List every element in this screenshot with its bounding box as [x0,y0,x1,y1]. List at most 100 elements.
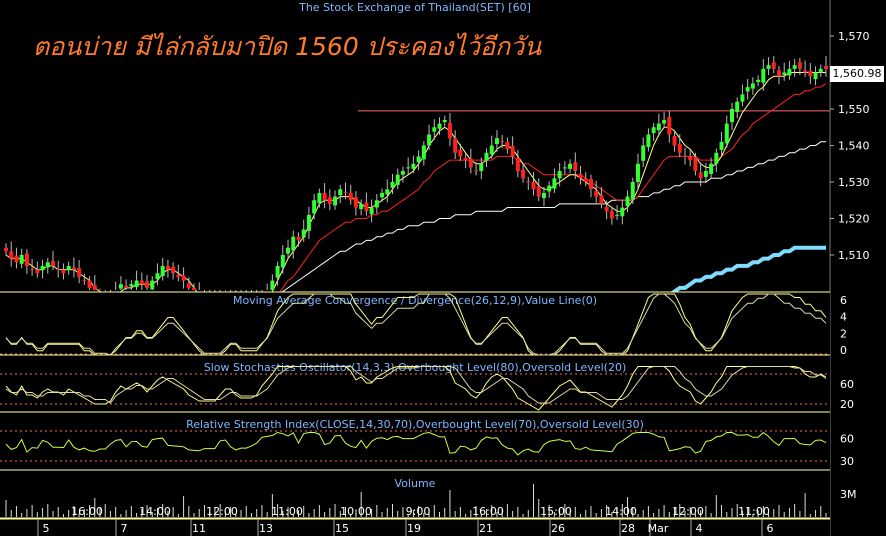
date-label: 19 [407,522,421,535]
time-label: 16:00 [71,505,103,518]
candle-body [494,138,499,145]
stoch-k-line [5,366,827,411]
rsi-tick-label: 30 [840,455,854,468]
candle-body [40,265,45,271]
candle-body [71,267,76,270]
candle-body [557,171,562,179]
candle-body [583,178,588,182]
candle-body [797,62,802,69]
date-label: 26 [551,522,565,535]
candle-body [437,123,442,129]
candle-body [750,83,755,89]
candle-body [129,284,134,287]
volume-tick-label: 3M [840,488,857,501]
candle-body [24,253,29,266]
candle-body [667,117,672,135]
candle-body [291,236,296,251]
candle-body [139,280,144,285]
candle-body [515,157,520,172]
candle-body [766,65,771,69]
candle-body [756,79,761,82]
candle-body [411,163,416,169]
macd-tick-label: 4 [840,311,847,324]
candle-body [693,157,698,172]
time-label: 15:00 [540,505,572,518]
candle-body [709,163,714,174]
candle-body [134,280,139,288]
candle-body [761,68,766,83]
candle-body [270,280,275,290]
sma-long-line [266,141,826,303]
candle-body [395,174,400,185]
macd-line [5,293,827,356]
candle-body [703,171,708,177]
candle-body [87,280,92,288]
candle-body [641,145,646,161]
candle-body [615,214,620,216]
candle-body [547,185,552,192]
candle-body [578,173,583,179]
candle-body [672,136,677,146]
candle-body [369,207,374,215]
candle-body [296,236,301,241]
candle-body [468,158,473,168]
last-price-label: 1,560.98 [830,66,884,82]
time-label: 10:00 [340,505,372,518]
candle-body [500,141,505,143]
macd-signal-line [5,293,827,356]
candle-body [442,119,447,123]
candle-body [124,285,129,288]
candle-body [568,163,573,169]
candle-body [677,144,682,153]
candle-body [594,190,599,197]
candle-body [562,167,567,169]
candle-body [160,265,165,277]
sma-mid-line [277,82,827,296]
time-label: 11:00 [738,505,770,518]
candle-body [118,284,123,289]
candle-body [4,247,8,252]
candle-body [630,182,635,200]
candle-body [155,273,160,280]
date-label: 21 [479,522,493,535]
candle-body [803,70,808,73]
candle-body [505,141,510,150]
candle-body [390,182,395,188]
candle-body [818,68,823,73]
candle-body [317,192,322,204]
candle-body [92,284,97,290]
candle-body [714,152,719,164]
time-label: 12:00 [206,505,238,518]
date-label: 7 [121,522,128,535]
price-tick-label: 1,570 [838,30,870,43]
candle-body [432,127,437,132]
candle-body [51,260,56,266]
candle-body [364,202,369,212]
candle-body [489,145,494,155]
candle-body [662,119,667,124]
candle-body [416,156,421,163]
panel-mask [0,292,830,536]
candle-body [771,62,776,69]
candle-body [479,163,484,172]
candle-body [275,265,280,278]
candle-body [620,207,625,217]
candle-body [56,268,61,270]
date-label: 11 [192,522,206,535]
candle-body [484,152,489,161]
candle-body [186,283,191,288]
candle-body [45,262,50,268]
candle-body [719,141,724,150]
time-label: 16:00 [472,505,504,518]
sma-short-line [5,72,826,314]
candle-body [729,109,734,123]
candle-body [171,266,176,274]
candle-body [531,182,536,190]
candle-body [609,211,614,219]
candle-body [588,179,593,190]
candle-body [312,200,317,214]
chart-title: The Stock Exchange of Thailand(SET) [60] [299,1,531,14]
candle-body [286,247,291,254]
candle-body [333,196,338,206]
candle-body [782,72,787,75]
